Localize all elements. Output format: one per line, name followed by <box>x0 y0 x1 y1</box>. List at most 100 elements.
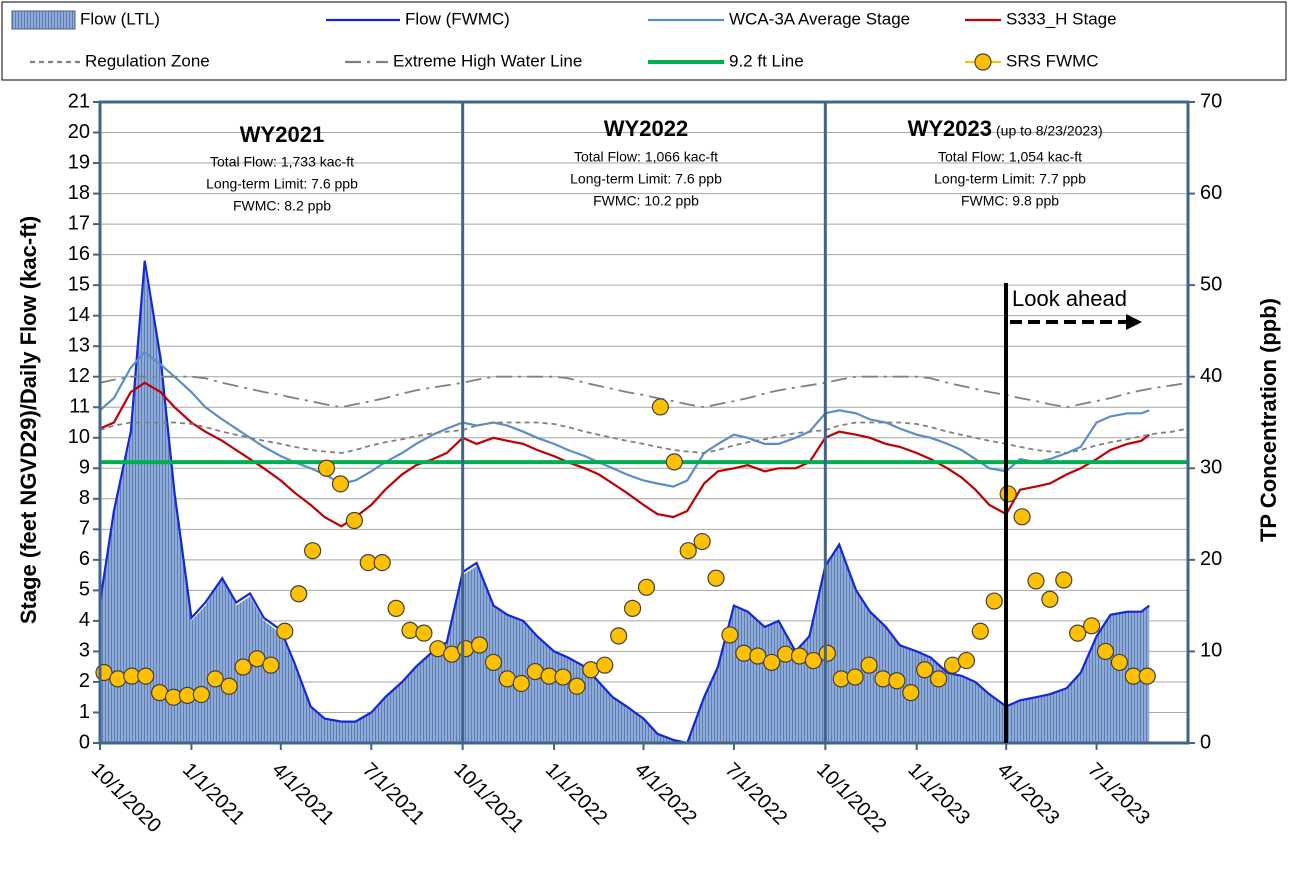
y-tick-label: 19 <box>68 151 90 173</box>
point <box>985 592 1003 610</box>
y-tick-label: 6 <box>79 548 90 570</box>
panel-title: WY2021 <box>240 122 324 147</box>
legend-label: Extreme High Water Line <box>393 51 582 70</box>
legend-label: WCA-3A Average Stage <box>729 9 910 28</box>
y2-tick-label: 50 <box>1200 273 1222 295</box>
legend-label: Regulation Zone <box>85 51 210 70</box>
x-tick-label: 7/1/2021 <box>358 759 429 830</box>
arrow-head <box>1126 314 1142 330</box>
point <box>749 647 767 665</box>
legend-icon <box>974 53 992 71</box>
series-line <box>99 350 1150 488</box>
panel-text: Long-term Limit: 7.6 ppb <box>206 176 358 192</box>
y-axis-title: Stage (feet NGVD29)/Daily Flow (kac-ft) <box>16 216 41 624</box>
point <box>220 677 238 695</box>
point <box>290 585 308 603</box>
point <box>735 644 753 662</box>
y2-tick-label: 60 <box>1200 182 1222 204</box>
point <box>665 453 683 471</box>
point <box>721 626 739 644</box>
panel-note: (up to 8/23/2023) <box>996 123 1103 139</box>
x-tick-label: 7/1/2022 <box>721 759 792 830</box>
point <box>317 459 336 477</box>
legend-icon <box>11 10 76 30</box>
panel-text: FWMC: 9.8 ppb <box>961 193 1059 209</box>
y-tick-label: 8 <box>79 487 90 509</box>
point <box>846 668 864 686</box>
y-tick-label: 18 <box>68 182 90 204</box>
point <box>930 670 948 688</box>
point <box>554 668 572 686</box>
x-tick-label: 10/1/2022 <box>812 759 890 837</box>
point <box>763 653 781 672</box>
y-tick-label: 12 <box>68 365 90 387</box>
y-tick-label: 20 <box>68 121 90 143</box>
panel-text: Total Flow: 1,066 kac-ft <box>574 149 718 165</box>
point <box>902 684 920 702</box>
panel-text: Long-term Limit: 7.7 ppb <box>934 171 1086 187</box>
x-tick-label: 10/1/2021 <box>449 759 527 837</box>
series-line <box>99 421 1189 454</box>
legend-label: SRS FWMC <box>1006 51 1099 70</box>
point <box>109 670 127 688</box>
series-line <box>99 381 1150 528</box>
y-tick-label: 4 <box>79 609 90 631</box>
point <box>596 656 614 674</box>
point <box>651 398 669 416</box>
y2-tick-label: 10 <box>1200 640 1222 662</box>
y-tick-label: 10 <box>68 426 90 448</box>
point <box>234 658 252 676</box>
point <box>1041 590 1059 608</box>
y-tick-label: 13 <box>68 334 90 356</box>
point <box>916 661 934 679</box>
y-tick-label: 7 <box>79 518 90 540</box>
x-tick-label: 4/1/2021 <box>268 759 339 830</box>
point <box>999 485 1017 503</box>
point <box>206 670 224 688</box>
x-tick-label: 4/1/2022 <box>630 759 701 830</box>
point <box>470 636 489 654</box>
y-tick-label: 9 <box>79 457 90 479</box>
point <box>623 599 642 617</box>
x-tick-label: 1/1/2022 <box>541 759 612 830</box>
y2-tick-label: 70 <box>1200 90 1222 112</box>
point <box>192 685 210 704</box>
point <box>1138 667 1156 685</box>
point <box>331 475 350 493</box>
point <box>818 644 836 662</box>
point <box>1013 508 1031 526</box>
y-tick-label: 11 <box>69 396 90 418</box>
point <box>860 656 878 674</box>
y-tick-label: 16 <box>68 243 90 265</box>
y2-axis-title: TP Concentration (ppb) <box>1256 298 1281 542</box>
y2-tick-label: 40 <box>1200 365 1222 387</box>
y2-tick-label: 30 <box>1200 457 1222 479</box>
y-tick-label: 21 <box>68 90 90 112</box>
point <box>804 651 823 670</box>
point <box>1110 653 1129 672</box>
point <box>304 542 322 560</box>
x-tick-label: 1/1/2021 <box>178 759 249 830</box>
panel-text: Total Flow: 1,733 kac-ft <box>210 154 354 170</box>
point <box>1083 617 1101 635</box>
point <box>888 672 906 690</box>
y-tick-label: 1 <box>79 701 90 723</box>
point <box>1055 571 1073 589</box>
panel-text: FWMC: 8.2 ppb <box>233 198 331 214</box>
panel-title: WY2023 <box>908 116 992 141</box>
legend-label: Flow (LTL) <box>80 9 160 28</box>
panel-text: FWMC: 10.2 ppb <box>593 193 699 209</box>
point <box>415 624 433 642</box>
point <box>401 621 419 639</box>
point <box>137 667 155 685</box>
legend-label: S333_H Stage <box>1006 9 1117 28</box>
point <box>276 622 294 640</box>
point <box>610 627 628 645</box>
y-tick-label: 14 <box>68 304 90 326</box>
y-tick-label: 2 <box>79 670 90 692</box>
point <box>957 651 976 670</box>
x-tick-label: 1/1/2023 <box>903 759 974 830</box>
y-tick-label: 17 <box>68 212 90 234</box>
point <box>971 622 989 640</box>
